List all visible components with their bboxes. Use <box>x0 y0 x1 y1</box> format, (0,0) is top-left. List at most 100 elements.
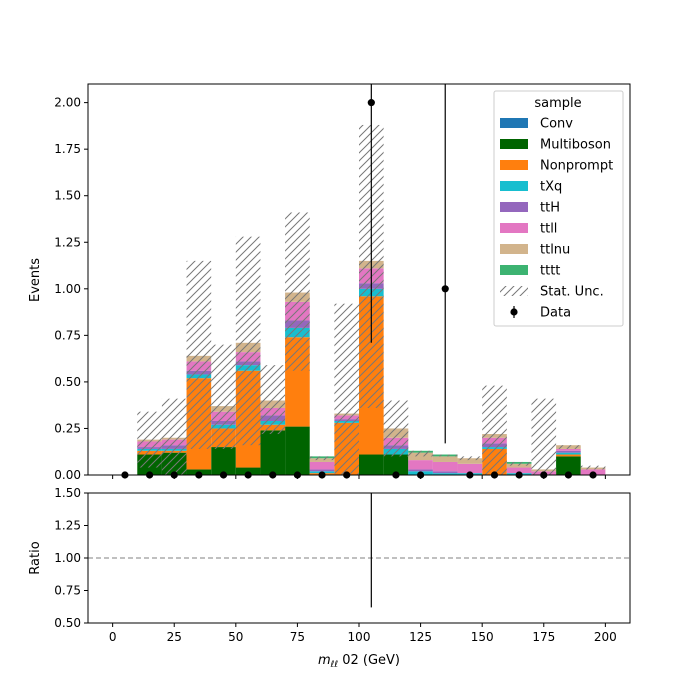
stat-unc-band-13 <box>432 454 458 457</box>
bar-multiboson-7 <box>285 426 310 475</box>
legend-swatch-stat-unc <box>500 286 528 296</box>
data-point-10 <box>367 99 375 107</box>
main-y-tick-label-2: 0.50 <box>54 375 81 389</box>
legend-label-conv: Conv <box>540 117 573 132</box>
x-axis-label: mℓℓ 02 (GeV) <box>318 653 400 670</box>
data-point-13 <box>441 285 449 293</box>
x-axis-label-rest: 02 (GeV) <box>338 653 400 668</box>
stat-unc-band-4 <box>211 344 236 449</box>
stat-unc-band-14 <box>457 456 483 461</box>
ratio-y-tick-label-4: 1.50 <box>54 486 81 500</box>
legend-label-nonprompt: Nonprompt <box>540 159 613 174</box>
bar-ttlnu-13 <box>432 456 458 462</box>
stat-unc-band-2 <box>161 398 187 475</box>
stat-unc-band-9 <box>334 303 359 475</box>
legend-label-ttlnu: ttlnu <box>540 243 570 258</box>
legend-entries: Conv Multiboson Nonprompt tXq ttH ttll ttlnu tt… <box>500 117 613 321</box>
x-tick-label-2: 50 <box>228 630 243 644</box>
x-tick-label-0: 0 <box>109 630 117 644</box>
ratio-y-ticks: 0.50 0.75 1.00 1.25 1.50 <box>54 486 88 630</box>
legend-label-data: Data <box>540 306 571 321</box>
stat-unc-band-6 <box>260 365 286 435</box>
stat-unc-band-5 <box>235 236 261 446</box>
stat-unc-band-17 <box>531 398 557 475</box>
x-tick-label-7: 175 <box>532 630 555 644</box>
bar-multiboson-11 <box>383 454 409 475</box>
ratio-x-ticks: 0 25 50 75 100 125 150 175 200 <box>109 623 617 644</box>
main-y-tick-label-1: 0.25 <box>54 421 81 435</box>
bar-txq-13 <box>432 473 458 475</box>
main-y-tick-label-0: 0.00 <box>54 468 81 482</box>
legend-swatch-txq <box>500 181 528 191</box>
stat-unc-band-11 <box>383 400 409 457</box>
legend-label-txq: tXq <box>540 180 562 195</box>
stat-unc-band-12 <box>408 450 433 457</box>
main-y-tick-label-6: 1.50 <box>54 189 81 203</box>
main-y-tick-label-3: 0.75 <box>54 328 81 342</box>
ratio-y-tick-label-0: 0.50 <box>54 616 81 630</box>
bar-ttll-13 <box>432 461 458 472</box>
x-tick-label-4: 100 <box>348 630 371 644</box>
x-tick-label-6: 150 <box>471 630 494 644</box>
ratio-y-tick-label-3: 1.25 <box>54 519 81 533</box>
bar-multiboson-5 <box>235 467 261 475</box>
stat-unc-band-16 <box>506 461 532 466</box>
main-y-tick-label-4: 1.00 <box>54 282 81 296</box>
main-y-tick-label-8: 2.00 <box>54 96 81 110</box>
bar-ttll-8 <box>309 461 335 470</box>
main-x-ticks <box>112 475 606 479</box>
legend: sample Conv Multiboson Nonprompt tXq ttH ttll… <box>493 90 624 327</box>
bar-ttll-12 <box>408 460 433 470</box>
legend-label-multiboson: Multiboson <box>540 138 611 153</box>
legend-label-tttt: tttt <box>540 264 560 279</box>
legend-swatch-ttll <box>500 223 528 233</box>
bar-ttll-16 <box>506 467 532 474</box>
ratio-y-tick-label-1: 0.75 <box>54 584 81 598</box>
bar-tth-12 <box>408 469 433 472</box>
x-axis-label-main: m <box>318 653 331 668</box>
ratio-plot: 0.50 0.75 1.00 1.25 1.50 0 25 50 75 100 125 150 175… <box>28 486 631 670</box>
legend-swatch-tth <box>500 202 528 212</box>
legend-label-ttll: ttll <box>540 222 557 237</box>
x-tick-label-1: 25 <box>167 630 182 644</box>
main-y-tick-label-5: 1.25 <box>54 235 81 249</box>
legend-swatch-data <box>510 308 518 316</box>
x-tick-label-8: 200 <box>594 630 617 644</box>
ratio-y-tick-label-2: 1.00 <box>54 551 81 565</box>
bar-tth-8 <box>309 469 335 472</box>
bar-multiboson-18 <box>556 456 581 475</box>
bar-multiboson-4 <box>211 447 236 475</box>
legend-swatch-nonprompt <box>500 160 528 170</box>
bar-multiboson-10 <box>359 454 384 475</box>
ratio-y-axis-label: Ratio <box>28 541 43 574</box>
main-y-ticks: 0.00 0.25 0.50 0.75 1.00 1.25 1.50 1.75 2.00 <box>54 96 88 482</box>
stat-unc-band-7 <box>285 212 310 371</box>
stat-unc-band-15 <box>482 385 507 475</box>
bar-ttll-14 <box>457 463 483 474</box>
x-tick-label-5: 125 <box>409 630 432 644</box>
main-y-axis-label: Events <box>28 258 43 302</box>
x-axis-label-sub: ℓℓ <box>330 660 338 670</box>
bar-txq-18 <box>556 452 581 455</box>
bar-tth-18 <box>556 450 581 453</box>
bar-nonprompt-18 <box>556 454 581 457</box>
legend-label-tth: ttH <box>540 201 560 216</box>
bar-multiboson-6 <box>260 430 286 475</box>
legend-swatch-ttlnu <box>500 244 528 254</box>
stat-unc-band-3 <box>186 260 212 449</box>
bar-ttll-18 <box>556 448 581 451</box>
legend-title: sample <box>534 96 581 111</box>
legend-swatch-multiboson <box>500 139 528 149</box>
legend-label-stat-unc: Stat. Unc. <box>540 285 604 300</box>
legend-swatch-conv <box>500 118 528 128</box>
stat-unc-band-8 <box>309 456 335 461</box>
legend-swatch-tttt <box>500 265 528 275</box>
stat-unc-band-18 <box>556 445 581 449</box>
bar-ttlnu-14 <box>457 458 483 464</box>
main-y-tick-label-7: 1.75 <box>54 142 81 156</box>
stat-unc-band-19 <box>580 465 606 470</box>
x-tick-label-3: 75 <box>290 630 305 644</box>
bar-tth-13 <box>432 471 458 474</box>
stat-unc-band-1 <box>137 411 162 468</box>
